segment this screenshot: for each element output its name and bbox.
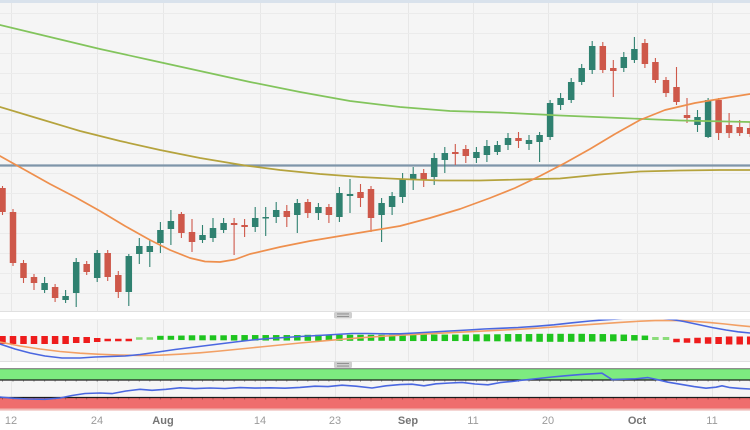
chart-top-edge: [0, 0, 750, 3]
ma-mid-olive: [0, 106, 750, 182]
x-axis-label: Oct: [628, 415, 647, 427]
panel-resize-handle[interactable]: [334, 312, 352, 319]
horizontal-gridlines: [0, 13, 750, 294]
oversold-band: [0, 397, 750, 410]
panel-separator-2[interactable]: [0, 361, 750, 369]
x-axis-label: 20: [542, 415, 554, 427]
vertical-gridlines: [11, 3, 713, 411]
moving-averages: [0, 24, 750, 263]
overbought-band: [0, 368, 750, 380]
x-axis-label: 12: [5, 415, 17, 427]
x-axis-label: 24: [91, 415, 103, 427]
x-axis-label: Sep: [398, 415, 418, 427]
x-axis-label: 14: [254, 415, 266, 427]
ma-slow-green: [0, 24, 750, 123]
rsi-panel: [0, 367, 750, 411]
x-axis-label: 11: [467, 415, 478, 427]
x-axis-label: 11: [706, 415, 717, 427]
x-axis-label: 23: [329, 415, 341, 427]
candles: [0, 37, 750, 307]
panel-separator-1[interactable]: [0, 311, 750, 320]
x-axis[interactable]: 12 24 Aug 14 23 Sep 11 20 Oct 11: [0, 411, 750, 430]
panel-resize-handle[interactable]: [334, 361, 352, 368]
x-axis-label: Aug: [152, 415, 173, 427]
rsi-line: [0, 372, 750, 401]
oscillator-dashes: [0, 333, 750, 345]
ma-fast-orange: [0, 93, 750, 263]
